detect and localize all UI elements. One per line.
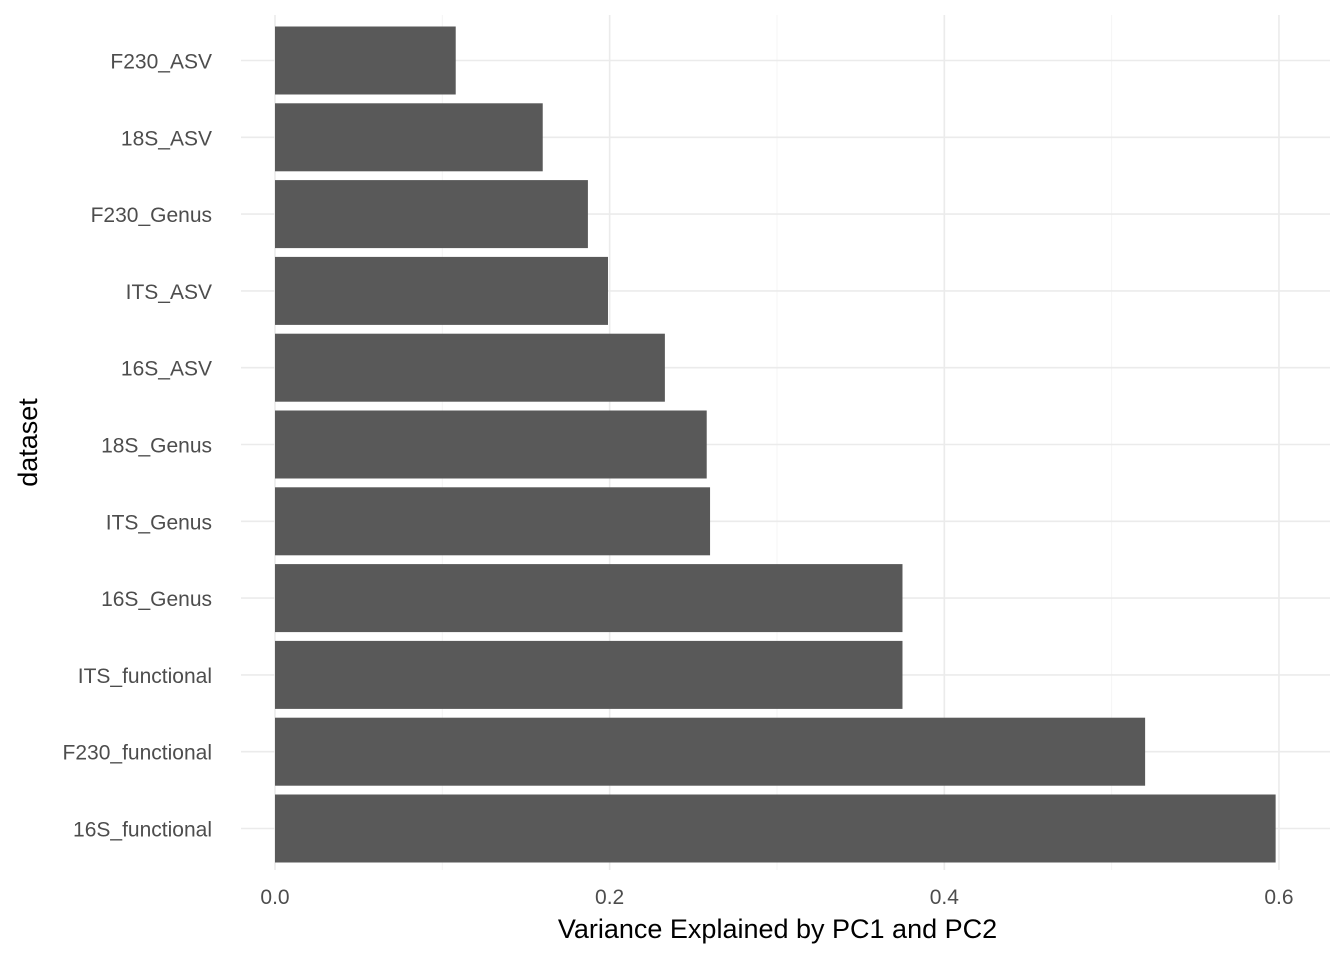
x-tick-label: 0.6 bbox=[1264, 886, 1293, 909]
bar-F230_ASV bbox=[275, 26, 456, 95]
bar-F230_functional bbox=[275, 717, 1146, 786]
y-tick-label: 16S_ASV bbox=[121, 358, 212, 381]
y-axis-tick-labels: F230_ASV 18S_ASV F230_Genus ITS_ASV 16S_ASV 1… bbox=[63, 51, 212, 842]
bar-16S_Genus bbox=[275, 564, 903, 633]
bar-ITS_Genus bbox=[275, 487, 711, 556]
y-tick-label: 18S_Genus bbox=[101, 435, 212, 458]
y-axis-title: dataset bbox=[13, 398, 43, 487]
y-tick-label: 16S_functional bbox=[73, 819, 212, 842]
y-tick-label: ITS_functional bbox=[78, 665, 212, 688]
y-tick-label: F230_functional bbox=[63, 742, 212, 765]
x-tick-label: 0.4 bbox=[930, 886, 960, 909]
y-tick-label: 18S_ASV bbox=[121, 127, 212, 150]
y-tick-label: ITS_ASV bbox=[126, 281, 212, 304]
bar-18S_Genus bbox=[275, 410, 707, 479]
x-tick-label: 0.2 bbox=[595, 886, 624, 909]
x-tick-label: 0.0 bbox=[260, 886, 289, 909]
bar-F230_Genus bbox=[275, 180, 588, 249]
y-tick-label: F230_ASV bbox=[110, 51, 212, 74]
x-axis-tick-labels: 0.0 0.2 0.4 0.6 bbox=[260, 886, 1293, 909]
bar-ITS_ASV bbox=[275, 256, 608, 325]
bar-18S_ASV bbox=[275, 103, 543, 172]
y-tick-label: ITS_Genus bbox=[106, 511, 212, 534]
y-tick-label: F230_Genus bbox=[91, 204, 212, 227]
y-tick-label: 16S_Genus bbox=[101, 588, 212, 611]
bar-16S_ASV bbox=[275, 333, 665, 402]
x-axis-title: Variance Explained by PC1 and PC2 bbox=[558, 914, 997, 944]
bar-ITS_functional bbox=[275, 640, 903, 709]
bar-16S_functional bbox=[275, 794, 1276, 863]
bars bbox=[275, 26, 1276, 863]
